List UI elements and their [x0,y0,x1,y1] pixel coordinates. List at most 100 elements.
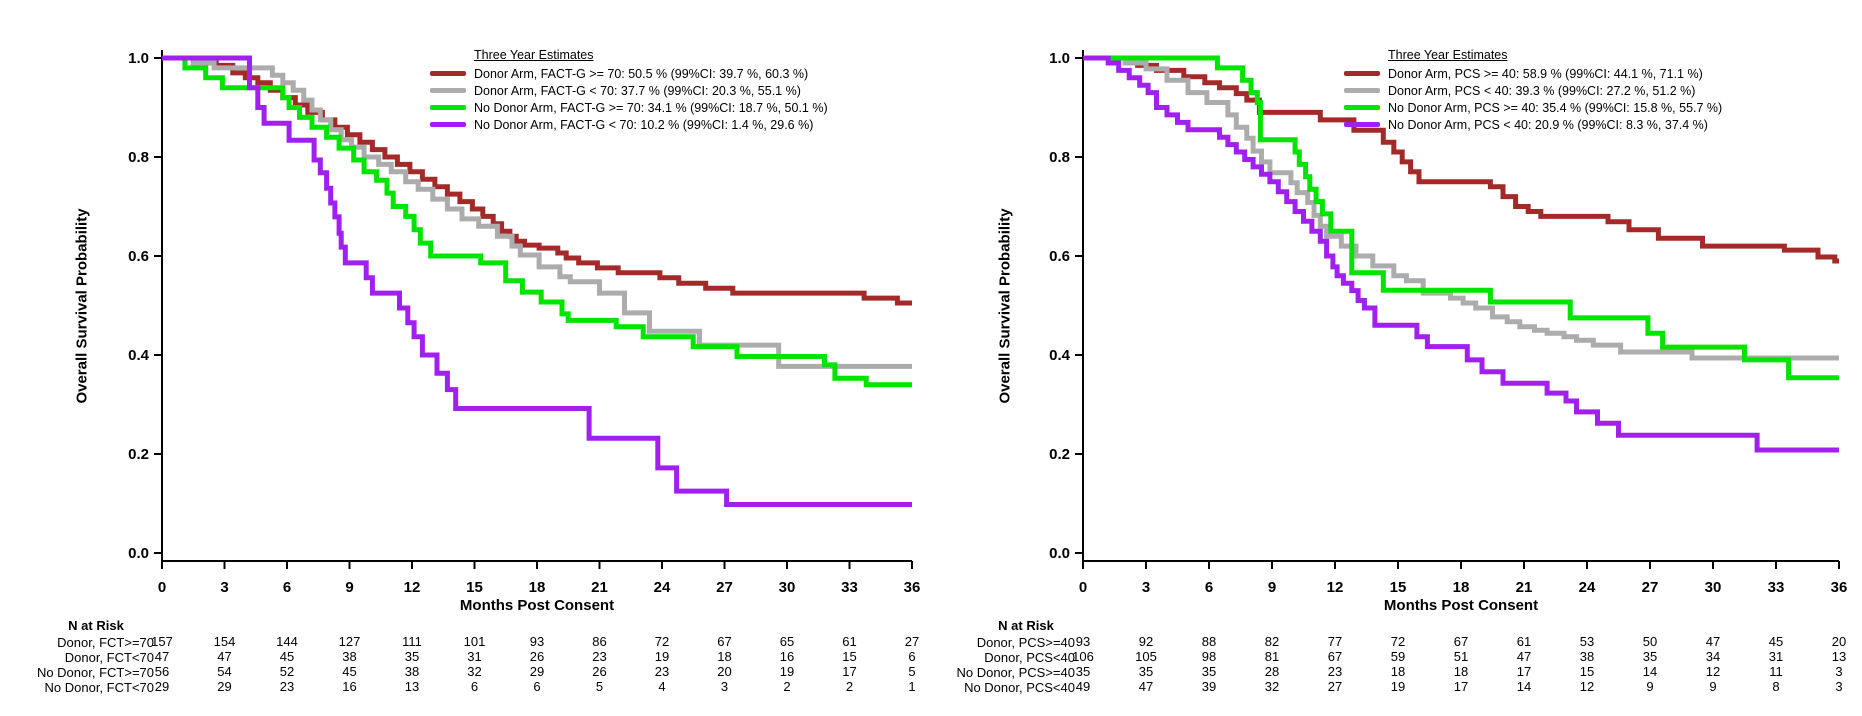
risk-table-header: N at Risk [998,618,1054,633]
risk-count: 39 [1202,679,1216,694]
risk-count: 2 [783,679,790,694]
legend: Three Year Estimates Donor Arm, PCS >= 4… [1344,48,1774,133]
km-curve-donor-arm-pcs-40 [1083,55,1839,361]
risk-count: 47 [1517,649,1531,664]
y-tick-label: 0.4 [1049,347,1071,364]
x-tick-label: 21 [591,579,608,596]
risk-count: 17 [1454,679,1468,694]
legend-item-label: Donor Arm, FACT-G < 70: 37.7 % (99%CI: 2… [474,83,801,98]
risk-count: 31 [1769,649,1783,664]
x-tick-label: 27 [716,579,733,596]
risk-count: 38 [342,649,356,664]
legend-item-label: Donor Arm, PCS < 40: 39.3 % (99%CI: 27.2… [1388,83,1696,98]
risk-count: 26 [592,664,606,679]
risk-count: 38 [1580,649,1594,664]
legend-item: Donor Arm, PCS < 40: 39.3 % (99%CI: 27.2… [1344,82,1774,99]
risk-count: 77 [1328,634,1342,649]
x-tick-label: 33 [841,579,858,596]
y-axis-title: Overall Survival Probability [996,208,1014,404]
risk-count: 98 [1202,649,1216,664]
risk-row-label: No Donor, FCT<70 [44,680,154,695]
x-tick-label: 9 [345,579,353,596]
risk-count: 93 [1076,634,1090,649]
risk-row-label: Donor, PCS>=40 [976,635,1075,650]
risk-count: 35 [1139,664,1153,679]
risk-count: 12 [1580,679,1594,694]
legend-line-swatch [1344,88,1380,93]
risk-count: 35 [1202,664,1216,679]
risk-count: 6 [908,649,915,664]
x-tick-label: 15 [1390,579,1407,596]
risk-count: 5 [908,664,915,679]
risk-count: 11 [1769,664,1783,679]
y-tick-label: 1.0 [128,50,149,67]
y-tick-label: 0.8 [1049,149,1070,166]
risk-count: 19 [780,664,794,679]
risk-count: 14 [1643,664,1657,679]
risk-count: 47 [217,649,231,664]
risk-count: 23 [592,649,606,664]
x-tick-label: 18 [529,579,546,596]
legend-item: No Donor Arm, FACT-G >= 70: 34.1 % (99%C… [430,99,860,116]
risk-count: 86 [592,634,606,649]
x-tick-label: 0 [158,579,166,596]
x-tick-label: 30 [779,579,796,596]
x-tick-label: 6 [283,579,291,596]
risk-row-label: No Donor, PCS>=40 [956,665,1075,680]
risk-count: 67 [1454,634,1468,649]
legend-item-label: No Donor Arm, FACT-G < 70: 10.2 % (99%CI… [474,117,814,132]
risk-count: 8 [1772,679,1779,694]
risk-count: 5 [596,679,603,694]
risk-count: 12 [1706,664,1720,679]
risk-count: 56 [155,664,169,679]
risk-count: 26 [530,649,544,664]
risk-count: 16 [342,679,356,694]
risk-row-label: Donor, PCS<40 [984,650,1075,665]
y-tick-label: 0.4 [128,347,150,364]
y-tick-label: 1.0 [1049,50,1070,67]
risk-count: 53 [1580,634,1594,649]
risk-count: 81 [1265,649,1279,664]
risk-row-label: Donor, FCT>=70 [57,635,154,650]
risk-count: 92 [1139,634,1153,649]
risk-count: 34 [1706,649,1720,664]
risk-count: 47 [1706,634,1720,649]
risk-count: 35 [1643,649,1657,664]
risk-count: 6 [471,679,478,694]
legend-item: Donor Arm, FACT-G < 70: 37.7 % (99%CI: 2… [430,82,860,99]
legend-item-label: No Donor Arm, PCS < 40: 20.9 % (99%CI: 8… [1388,117,1708,132]
risk-count: 32 [1265,679,1279,694]
risk-count: 17 [842,664,856,679]
x-tick-label: 9 [1268,579,1276,596]
y-axis-title: Overall Survival Probability [73,208,91,404]
risk-count: 72 [655,634,669,649]
risk-count: 16 [780,649,794,664]
legend-item-label: Donor Arm, PCS >= 40: 58.9 % (99%CI: 44.… [1388,66,1703,81]
km-curve-donor-arm-fact-g-70 [162,55,912,369]
legend-item: Donor Arm, FACT-G >= 70: 50.5 % (99%CI: … [430,65,860,82]
km-curve-no-donor-arm-fact-g-70 [162,55,912,507]
risk-count: 13 [405,679,419,694]
legend: Three Year Estimates Donor Arm, FACT-G >… [430,48,860,133]
risk-count: 1 [908,679,915,694]
risk-count: 51 [1454,649,1468,664]
legend-item: No Donor Arm, PCS >= 40: 35.4 % (99%CI: … [1344,99,1774,116]
risk-count: 15 [842,649,856,664]
risk-count: 20 [1832,634,1846,649]
risk-row-label: No Donor, FCT>=70 [36,665,154,680]
y-tick-label: 0.6 [1049,248,1070,265]
legend-item: No Donor Arm, PCS < 40: 20.9 % (99%CI: 8… [1344,116,1774,133]
risk-count: 29 [155,679,169,694]
risk-count: 18 [717,649,731,664]
x-tick-label: 18 [1453,579,1470,596]
legend-line-swatch [1344,71,1380,76]
risk-count: 13 [1832,649,1846,664]
risk-count: 127 [339,634,361,649]
risk-count: 61 [842,634,856,649]
risk-count: 38 [405,664,419,679]
risk-count: 67 [717,634,731,649]
risk-count: 31 [467,649,481,664]
risk-count: 101 [464,634,486,649]
risk-count: 111 [402,634,422,649]
legend-line-swatch [430,71,466,76]
